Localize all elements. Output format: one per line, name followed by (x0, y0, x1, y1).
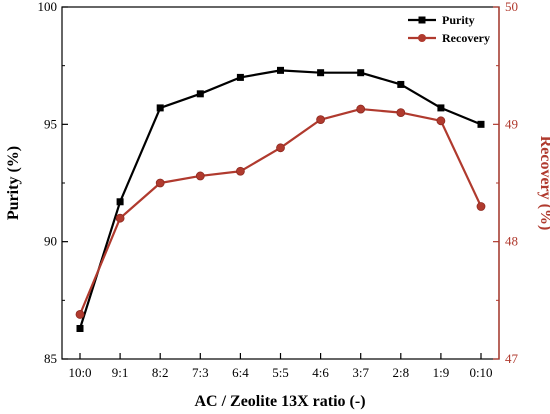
data-point (277, 66, 284, 74)
data-point (316, 115, 326, 125)
data-point (75, 310, 85, 319)
data-point (156, 104, 164, 112)
data-point (235, 166, 245, 176)
right-axis: 47 48 49 50 (493, 0, 519, 366)
data-point (396, 108, 406, 117)
y-left-tick-label: 90 (44, 234, 57, 249)
left-axis: 85 90 95 100 (38, 0, 68, 366)
data-point (195, 171, 205, 181)
legend-marker (418, 16, 426, 24)
data-point (436, 116, 446, 126)
legend-label: Purity (442, 13, 475, 27)
plot-frame (61, 6, 500, 360)
x-tick-label: 7:3 (192, 365, 209, 380)
y-left-tick-label: 95 (44, 116, 57, 131)
y-axis-right-title: Recovery (%) (537, 136, 550, 231)
data-point (115, 213, 125, 223)
series-purity (76, 66, 485, 332)
data-point (477, 120, 485, 128)
x-tick-label: 8:2 (152, 365, 169, 380)
y-right-tick-label: 47 (505, 351, 519, 366)
data-point (236, 73, 244, 81)
data-point (397, 80, 405, 88)
x-axis: 10:0 9:1 8:2 7:3 6:4 5:5 4:6 3:7 2:8 1:9 0:10 (68, 353, 493, 380)
plot-area (61, 6, 500, 360)
legend-marker (418, 34, 426, 42)
data-point (155, 178, 165, 188)
y-left-tick-label: 85 (44, 351, 57, 366)
x-tick-label: 9:1 (112, 365, 129, 380)
legend: Purity Recovery (408, 13, 490, 45)
y-axis-left-title: Purity (%) (5, 146, 22, 220)
data-point (276, 143, 285, 153)
data-point (196, 90, 204, 98)
x-tick-label: 0:10 (469, 365, 492, 380)
y-right-tick-label: 48 (505, 234, 518, 249)
y-right-tick-label: 50 (505, 0, 518, 14)
y-right-tick-label: 49 (505, 116, 518, 131)
data-point (356, 104, 366, 114)
x-tick-label: 1:9 (433, 365, 450, 380)
data-point (116, 198, 124, 206)
x-tick-label: 3:7 (352, 365, 369, 380)
x-tick-label: 5:5 (272, 365, 289, 380)
x-tick-label: 10:0 (68, 365, 91, 380)
y-left-tick-label: 100 (38, 0, 58, 14)
legend-label: Recovery (442, 31, 490, 45)
series-layer (75, 66, 486, 332)
data-point (476, 202, 486, 211)
data-point (357, 69, 365, 77)
data-point (437, 104, 445, 112)
x-axis-title: AC / Zeolite 13X ratio (-) (194, 393, 365, 410)
series-recovery (75, 104, 486, 319)
x-tick-label: 4:6 (312, 365, 329, 380)
data-point (317, 69, 325, 77)
x-tick-label: 2:8 (392, 365, 409, 380)
data-point (76, 324, 84, 332)
x-tick-label: 6:4 (232, 365, 249, 380)
